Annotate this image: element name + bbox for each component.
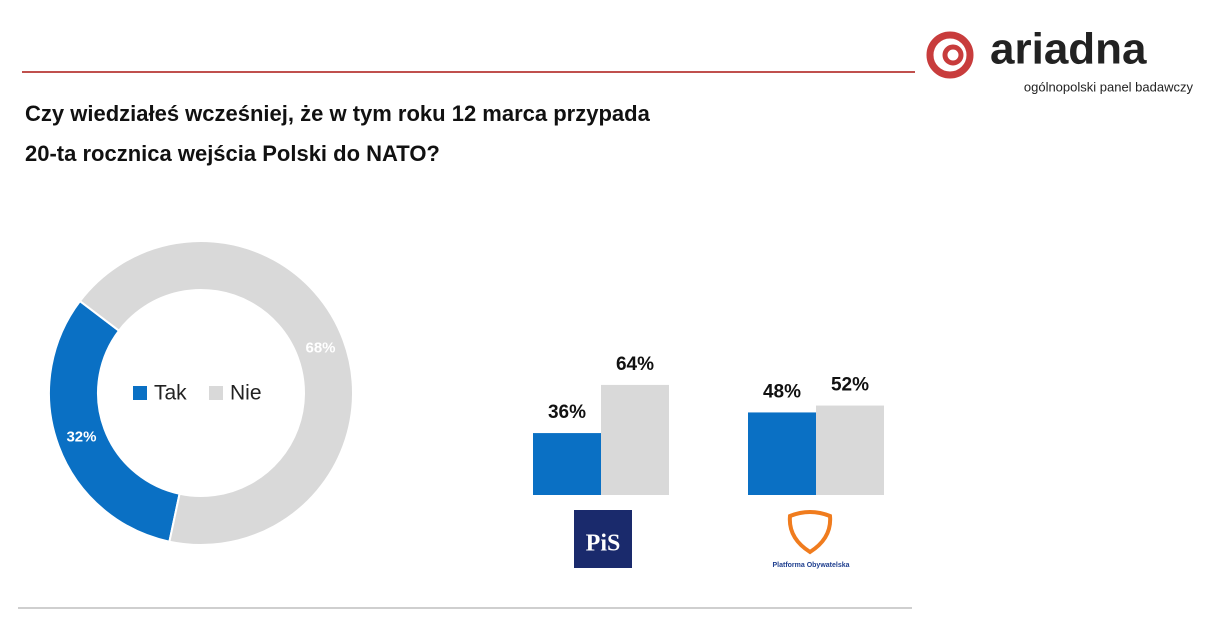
data-label: 48% xyxy=(763,381,801,402)
category-logo-text: Platforma Obywatelska xyxy=(772,562,849,569)
bar xyxy=(748,412,816,495)
legend-label: Tak xyxy=(154,382,187,405)
donut-slice xyxy=(48,299,181,543)
data-label: 52% xyxy=(831,375,869,396)
data-label: 32% xyxy=(66,428,96,445)
data-label: 64% xyxy=(616,354,654,375)
legend-swatch xyxy=(133,386,147,400)
data-label: 36% xyxy=(548,402,586,423)
legend-swatch xyxy=(209,386,223,400)
pis-logo-box xyxy=(574,510,632,568)
logo-icon xyxy=(926,31,974,79)
legend-label: Nie xyxy=(230,382,262,405)
bar xyxy=(533,433,601,495)
donut-slice xyxy=(78,240,354,546)
title-line: Czy wiedziałeś wcześniej, że w tym roku … xyxy=(25,101,651,126)
brand-tagline: ogólnopolski panel badawczy xyxy=(1024,79,1194,94)
data-label: 68% xyxy=(305,340,335,357)
bar xyxy=(816,405,884,495)
brand-logo: ariadna ogólnopolski panel badawczy xyxy=(926,25,1194,94)
logo-icon-inner xyxy=(942,44,964,66)
po-logo-heart xyxy=(787,510,833,555)
bar xyxy=(601,384,669,495)
category-logo-text: PiS xyxy=(586,531,621,557)
pis-logo xyxy=(574,510,632,568)
title-line: 20-ta rocznica wejścia Polski do NATO? xyxy=(25,141,440,166)
brand-name: ariadna xyxy=(990,25,1147,74)
